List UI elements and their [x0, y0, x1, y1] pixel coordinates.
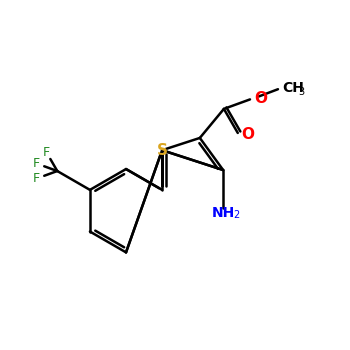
Text: 2: 2 — [233, 210, 239, 220]
Text: CH: CH — [282, 81, 304, 95]
Text: S: S — [156, 143, 168, 158]
Text: F: F — [43, 146, 50, 159]
Text: O: O — [254, 91, 267, 106]
Text: NH: NH — [211, 206, 235, 220]
Text: F: F — [33, 172, 40, 185]
Text: O: O — [241, 127, 254, 142]
Text: 3: 3 — [299, 87, 305, 97]
Text: F: F — [33, 157, 40, 170]
